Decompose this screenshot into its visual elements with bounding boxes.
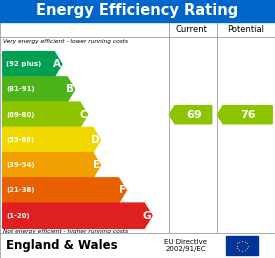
- Polygon shape: [3, 102, 88, 127]
- Text: (81-91): (81-91): [6, 86, 35, 92]
- Text: Very energy efficient - lower running costs: Very energy efficient - lower running co…: [3, 39, 128, 44]
- Polygon shape: [3, 178, 126, 203]
- Text: B: B: [66, 84, 74, 94]
- Text: E: E: [93, 160, 100, 170]
- Text: C: C: [79, 110, 87, 120]
- Polygon shape: [3, 52, 62, 77]
- Polygon shape: [169, 106, 212, 124]
- Polygon shape: [217, 106, 272, 124]
- Text: England & Wales: England & Wales: [6, 239, 117, 252]
- Text: F: F: [119, 186, 126, 196]
- Text: Current: Current: [175, 25, 207, 34]
- Text: A: A: [53, 59, 61, 69]
- Text: 76: 76: [240, 110, 256, 120]
- Text: Energy Efficiency Rating: Energy Efficiency Rating: [36, 3, 239, 19]
- Bar: [226, 236, 258, 255]
- Text: (1-20): (1-20): [6, 213, 30, 219]
- Text: 69: 69: [186, 110, 202, 120]
- Polygon shape: [3, 203, 152, 228]
- Text: (69-80): (69-80): [6, 112, 35, 118]
- Text: (21-38): (21-38): [6, 188, 35, 194]
- Text: (39-54): (39-54): [6, 162, 35, 168]
- Text: D: D: [91, 135, 100, 145]
- Polygon shape: [3, 77, 75, 102]
- Text: Not energy efficient - higher running costs: Not energy efficient - higher running co…: [3, 229, 128, 234]
- Text: G: G: [143, 211, 152, 221]
- Text: (92 plus): (92 plus): [6, 61, 41, 67]
- Text: (55-68): (55-68): [6, 137, 34, 143]
- Polygon shape: [3, 152, 101, 178]
- Bar: [0, 0, 275, 22]
- Text: EU Directive
2002/91/EC: EU Directive 2002/91/EC: [164, 239, 207, 252]
- Polygon shape: [3, 127, 101, 152]
- Text: Potential: Potential: [227, 25, 264, 34]
